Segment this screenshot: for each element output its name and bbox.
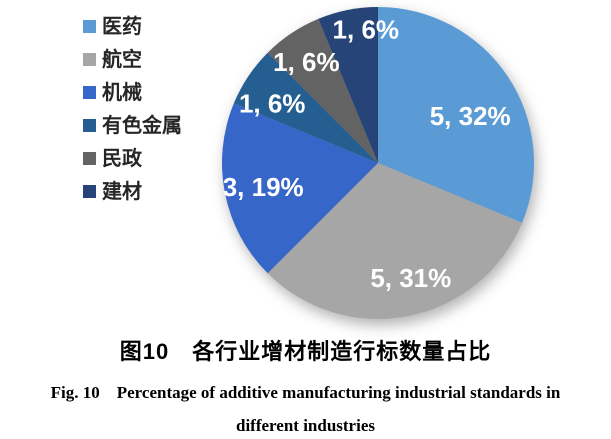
legend-item-1: 航空 [83, 43, 182, 76]
legend-swatch [83, 86, 96, 99]
pie-slice-label-5: 1, 6% [333, 14, 400, 44]
caption-english-line2: different industries [236, 416, 375, 435]
caption-chinese: 图10 各行业增材制造行标数量占比 [119, 339, 492, 364]
legend-item-0: 医药 [83, 10, 182, 43]
legend-swatch [83, 152, 96, 165]
pie-slice-label-3: 1, 6% [239, 89, 306, 119]
pie-slice-label-2: 3, 19% [223, 172, 304, 202]
pie-chart: 5, 32% 5, 31% 3, 19% 1, 6% 1, 6% 1, 6% 医药 航空 机械… [83, 6, 535, 320]
chart-legend: 医药航空机械有色金属民政建材 [83, 10, 182, 208]
legend-item-2: 机械 [83, 76, 182, 109]
legend-item-4: 民政 [83, 142, 182, 175]
legend-item-5: 建材 [83, 175, 182, 208]
pie-slice-4 [267, 18, 378, 164]
legend-swatch [83, 119, 96, 132]
legend-item-label: 航空 [102, 48, 142, 71]
legend-item-label: 民政 [102, 147, 142, 170]
pie-svg: 5, 32%5, 31%3, 19%1, 6%1, 6%1, 6% [221, 6, 535, 320]
pie-slice-2 [221, 103, 378, 274]
pie-slice-3 [233, 52, 378, 163]
legend-swatch [83, 20, 96, 33]
pie-slice-label-0: 5, 32% [430, 101, 511, 131]
legend-item-label: 有色金属 [102, 114, 182, 137]
legend-swatch [83, 53, 96, 66]
pie-slice-5 [318, 6, 378, 163]
legend-swatch [83, 185, 96, 198]
legend-item-label: 建材 [102, 180, 142, 203]
legend-item-label: 医药 [102, 15, 142, 38]
pie-slice-label-4: 1, 6% [273, 47, 340, 77]
pie-slice-1 [267, 163, 523, 320]
pie-slice-0 [378, 6, 535, 223]
pie-slice-label-1: 5, 31% [370, 263, 451, 293]
caption-english-line1: Fig. 10 Percentage of additive manufactu… [50, 383, 561, 402]
caption-english: Fig. 10 Percentage of additive manufactu… [0, 376, 611, 439]
legend-item-3: 有色金属 [83, 109, 182, 142]
legend-item-label: 机械 [102, 81, 142, 104]
